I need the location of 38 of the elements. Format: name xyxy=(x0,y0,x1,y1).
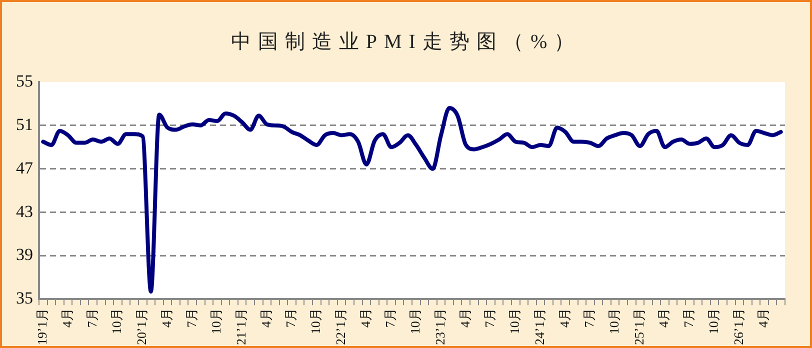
x-tick-label: 22’1月 xyxy=(332,308,348,346)
x-tick-label: 7月 xyxy=(283,308,298,328)
y-tick-label: 35 xyxy=(16,288,33,308)
x-tick-label: 10月 xyxy=(606,308,622,334)
x-tick-label: 10月 xyxy=(507,308,522,334)
x-tick-label: 7月 xyxy=(681,308,696,328)
x-tick-label: 26’1月 xyxy=(730,308,746,346)
x-tick-label: 7月 xyxy=(184,308,199,328)
x-tick-label: 4月 xyxy=(756,308,771,328)
x-tick-label: 10月 xyxy=(408,308,423,334)
x-tick-label: 23’1月 xyxy=(432,308,448,346)
x-tick-label: 7月 xyxy=(482,308,498,328)
x-tick-label: 24’1月 xyxy=(532,308,547,346)
x-tick-label: 4月 xyxy=(358,308,373,328)
y-tick-label: 55 xyxy=(16,71,33,90)
x-tick-label: 21’1月 xyxy=(234,308,248,346)
x-tick-label: 4月 xyxy=(158,308,174,328)
x-tick-label: 10月 xyxy=(308,308,324,334)
x-tick-label: 10月 xyxy=(109,308,124,334)
x-tick-label: 4月 xyxy=(457,308,472,328)
x-tick-label: 7月 xyxy=(84,308,100,328)
x-tick-label: 4月 xyxy=(656,308,672,328)
x-tick-label: 25’1月 xyxy=(631,308,646,346)
y-tick-label: 47 xyxy=(16,158,34,178)
x-tick-label: 10月 xyxy=(208,308,224,334)
x-tick-label: 10月 xyxy=(706,308,721,334)
line-series xyxy=(41,106,783,294)
chart-title: 中国制造业PMI走势图（%） xyxy=(230,30,582,55)
x-tick-label: 4月 xyxy=(59,308,74,328)
x-tick-label: 4月 xyxy=(258,308,274,328)
x-tick-label: 7月 xyxy=(582,308,597,328)
y-tick-label: 43 xyxy=(16,202,33,221)
y-tick-label: 39 xyxy=(16,245,33,264)
y-tick-label: 51 xyxy=(16,114,33,134)
x-tick-label: 20’1月 xyxy=(134,308,150,346)
x-tick-label: 7月 xyxy=(382,308,398,328)
x-tick-label: 4月 xyxy=(556,308,572,328)
x-tick-label: 19’1月 xyxy=(34,308,50,346)
